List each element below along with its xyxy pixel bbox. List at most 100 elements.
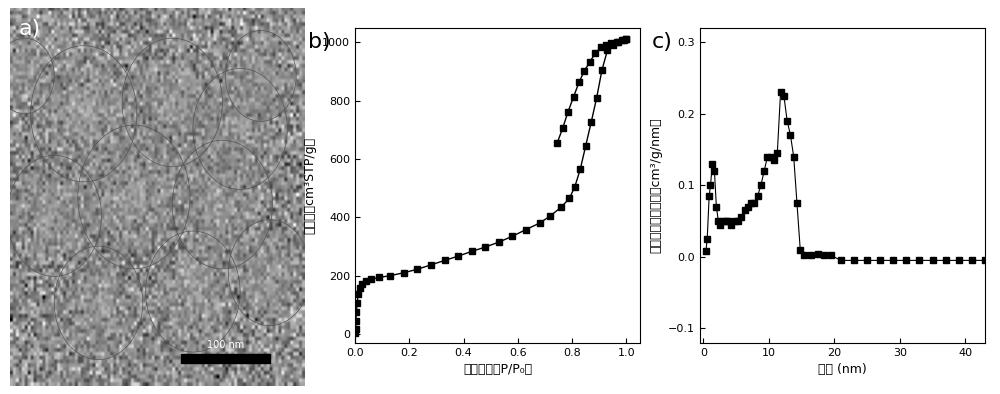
Circle shape <box>40 58 127 169</box>
Circle shape <box>145 67 200 138</box>
Circle shape <box>70 267 127 339</box>
Circle shape <box>103 158 164 236</box>
Circle shape <box>24 177 84 255</box>
Circle shape <box>190 164 254 245</box>
Circle shape <box>88 138 180 256</box>
Circle shape <box>232 39 290 113</box>
Circle shape <box>66 262 131 344</box>
Circle shape <box>6 52 44 100</box>
Circle shape <box>82 282 115 323</box>
Circle shape <box>201 80 279 178</box>
Circle shape <box>20 172 89 260</box>
Circle shape <box>184 281 201 303</box>
Circle shape <box>29 183 80 249</box>
Circle shape <box>19 69 30 83</box>
Circle shape <box>74 101 93 126</box>
Circle shape <box>86 288 111 318</box>
Circle shape <box>60 83 108 145</box>
Circle shape <box>16 166 93 266</box>
Text: b): b) <box>308 32 331 52</box>
Circle shape <box>241 51 280 101</box>
Circle shape <box>266 268 273 277</box>
Circle shape <box>251 249 288 297</box>
Circle shape <box>41 199 67 232</box>
Circle shape <box>240 234 300 311</box>
Circle shape <box>33 188 76 243</box>
Circle shape <box>248 59 274 93</box>
Circle shape <box>3 48 46 104</box>
Circle shape <box>50 71 118 157</box>
Circle shape <box>79 108 89 120</box>
Circle shape <box>180 275 206 308</box>
Circle shape <box>223 107 257 151</box>
Circle shape <box>262 263 277 282</box>
Circle shape <box>78 125 190 269</box>
Circle shape <box>225 31 296 121</box>
Circle shape <box>214 96 266 162</box>
Circle shape <box>177 146 268 263</box>
Circle shape <box>255 253 285 292</box>
Text: a): a) <box>19 19 41 39</box>
Circle shape <box>209 187 236 222</box>
Circle shape <box>50 210 59 221</box>
Circle shape <box>229 35 293 117</box>
Y-axis label: 吸附量（cm³STP/g）: 吸附量（cm³STP/g） <box>304 137 317 234</box>
Circle shape <box>189 286 197 297</box>
Circle shape <box>31 46 137 182</box>
Circle shape <box>17 66 33 86</box>
Circle shape <box>193 69 287 190</box>
Circle shape <box>11 161 97 271</box>
Circle shape <box>210 90 270 167</box>
Circle shape <box>232 118 249 140</box>
Circle shape <box>251 63 270 88</box>
Circle shape <box>64 89 103 139</box>
Circle shape <box>163 91 181 114</box>
Circle shape <box>236 229 303 316</box>
Circle shape <box>131 50 213 155</box>
Circle shape <box>227 112 253 145</box>
Circle shape <box>11 59 38 93</box>
Circle shape <box>238 47 283 105</box>
Circle shape <box>243 239 296 307</box>
Circle shape <box>136 56 209 149</box>
Circle shape <box>54 246 143 360</box>
Circle shape <box>163 253 223 330</box>
Circle shape <box>22 72 27 80</box>
Circle shape <box>0 38 54 114</box>
Circle shape <box>0 42 52 110</box>
Circle shape <box>14 62 35 90</box>
Circle shape <box>122 38 222 167</box>
Circle shape <box>171 264 214 319</box>
Circle shape <box>228 220 311 325</box>
Text: c): c) <box>652 32 673 52</box>
Circle shape <box>206 85 274 173</box>
Circle shape <box>213 193 232 216</box>
Circle shape <box>219 101 262 156</box>
Circle shape <box>55 77 113 151</box>
X-axis label: 相对压力（P/P₀）: 相对压力（P/P₀） <box>463 363 532 376</box>
Circle shape <box>154 79 190 126</box>
Circle shape <box>258 258 281 287</box>
Circle shape <box>245 55 277 97</box>
Circle shape <box>176 269 210 314</box>
Circle shape <box>78 277 119 329</box>
Circle shape <box>154 242 232 341</box>
Circle shape <box>45 64 122 163</box>
Circle shape <box>167 258 219 325</box>
Circle shape <box>124 184 144 210</box>
Circle shape <box>235 43 286 109</box>
Circle shape <box>35 52 132 176</box>
Circle shape <box>159 247 227 336</box>
Circle shape <box>62 256 135 349</box>
Circle shape <box>69 95 98 132</box>
Circle shape <box>140 61 204 143</box>
Circle shape <box>236 123 244 134</box>
Circle shape <box>93 145 175 249</box>
Circle shape <box>168 97 177 108</box>
Bar <box>181 354 270 363</box>
Circle shape <box>74 272 123 334</box>
Circle shape <box>186 158 259 251</box>
Circle shape <box>1 45 49 107</box>
Y-axis label: 孔隙率体积变化率（cm³/g/nm）: 孔隙率体积变化率（cm³/g/nm） <box>650 117 663 253</box>
Circle shape <box>94 298 103 308</box>
